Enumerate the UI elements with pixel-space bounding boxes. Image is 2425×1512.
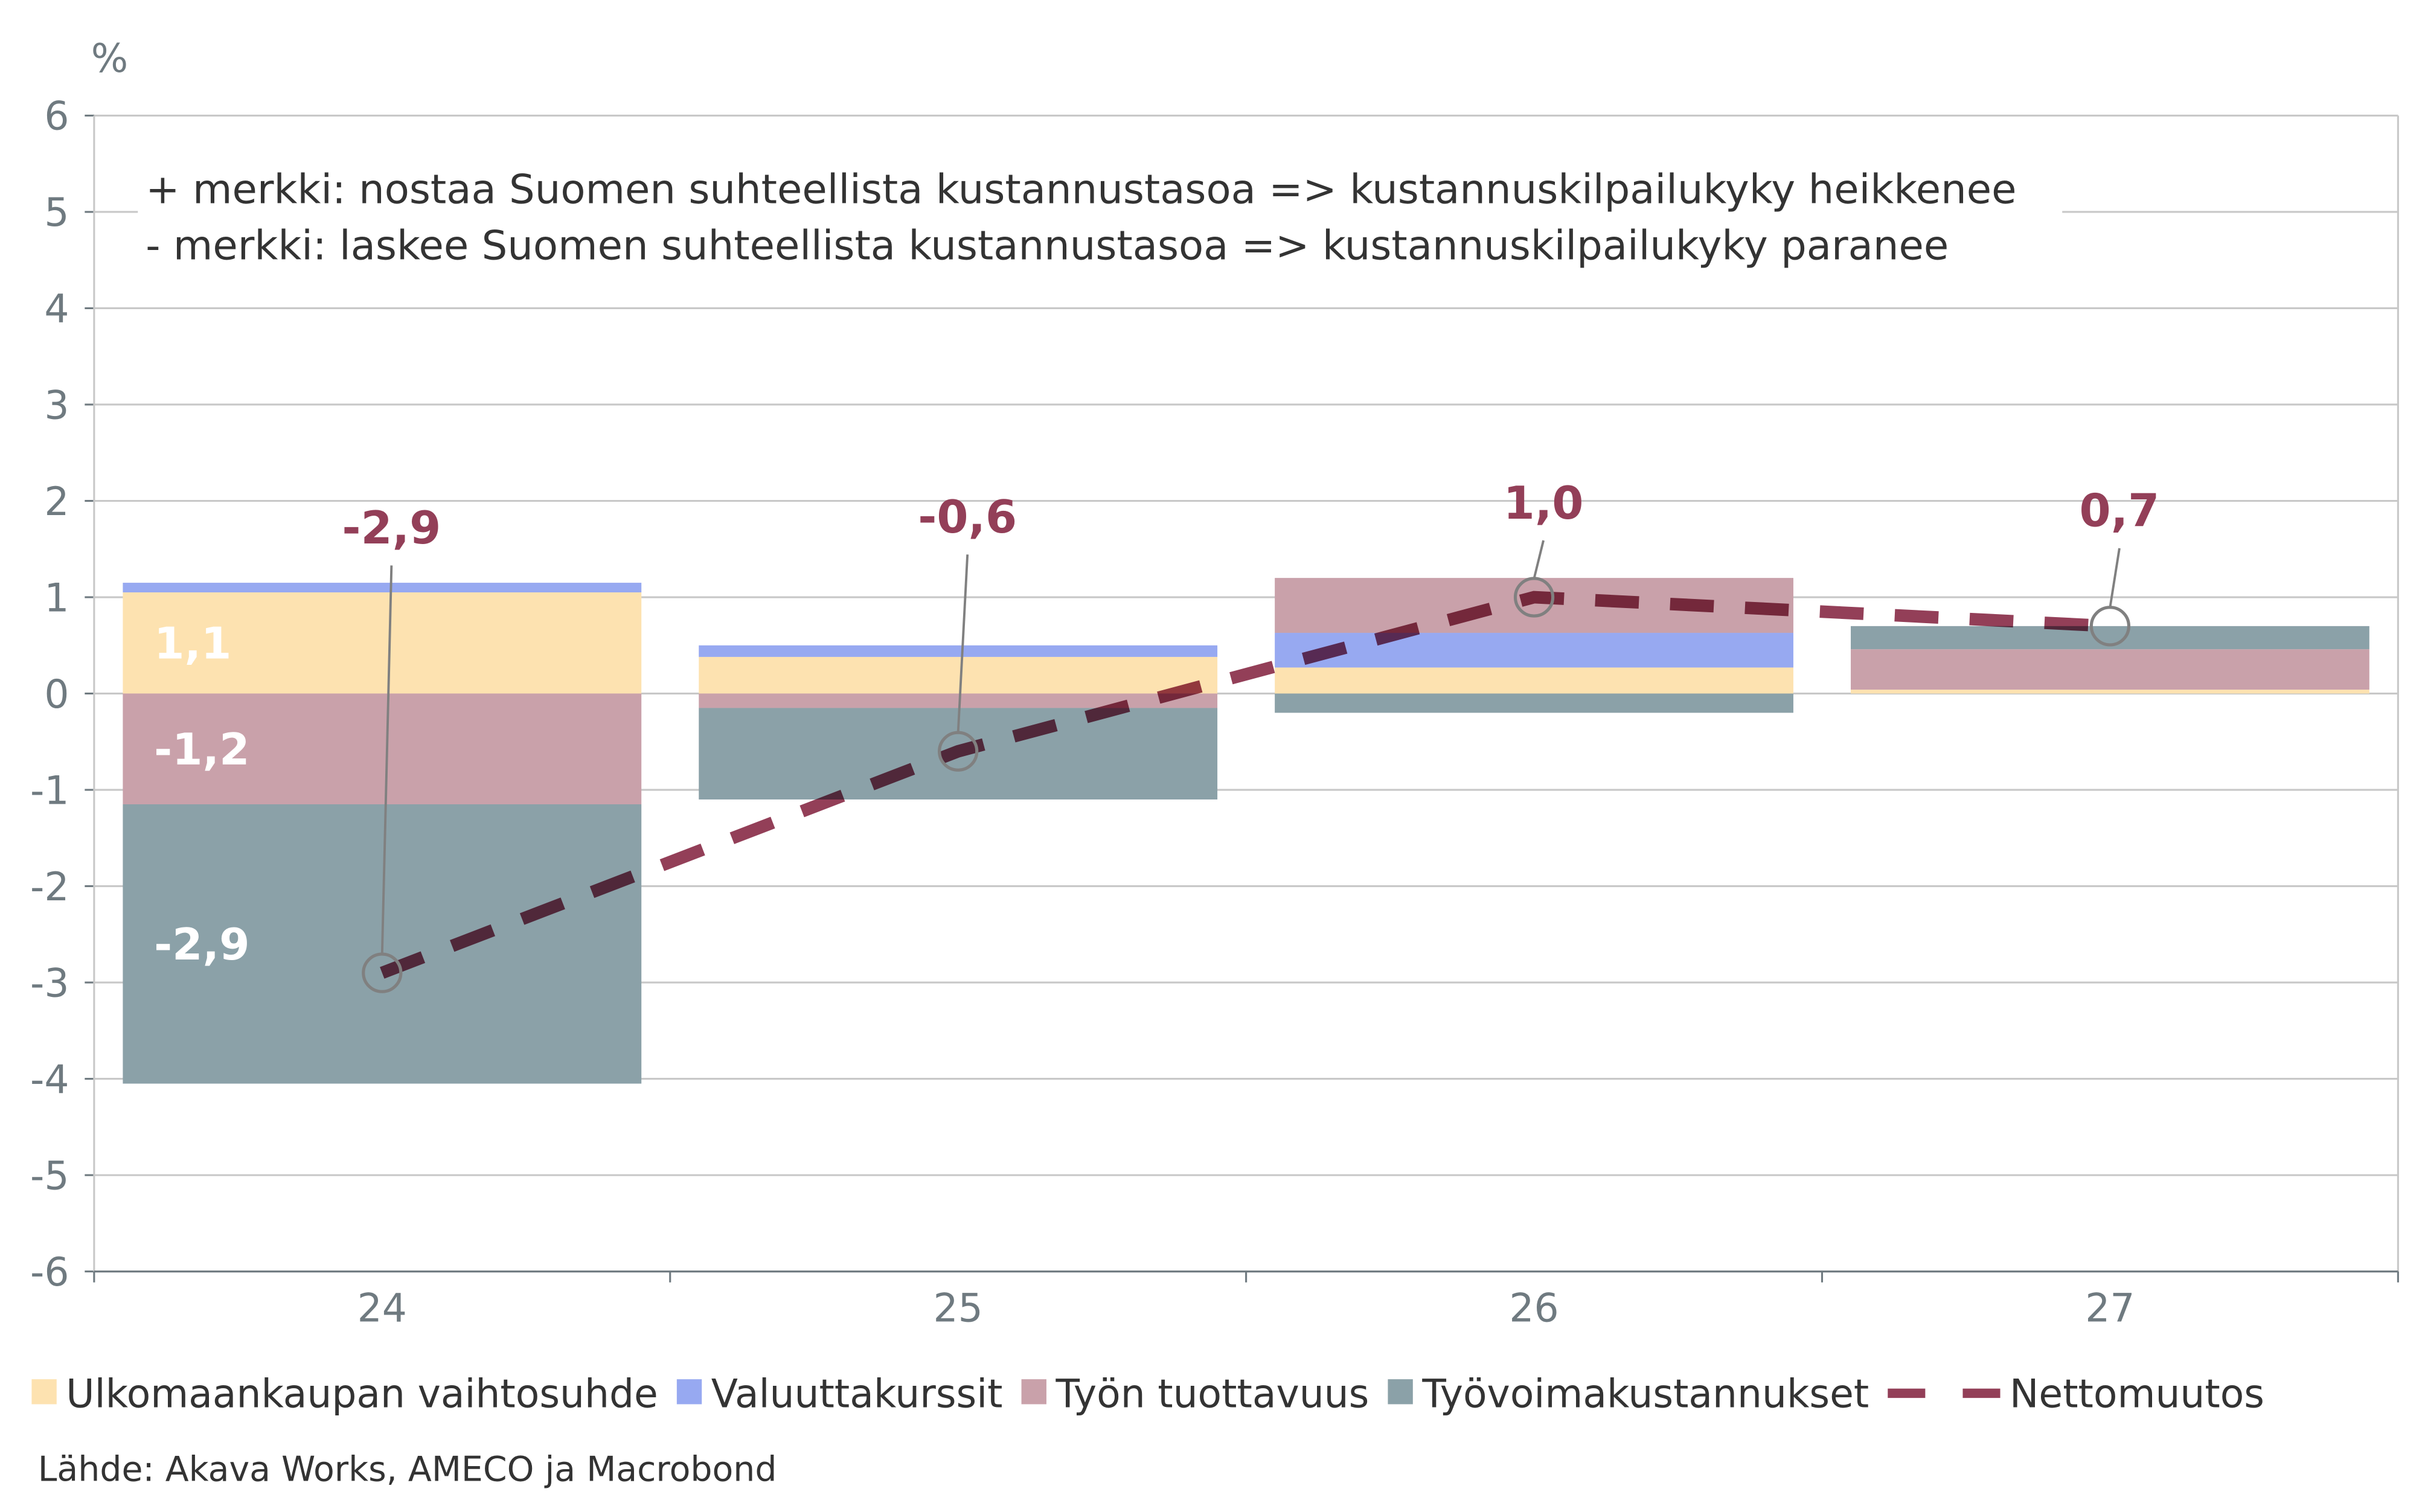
source-note: Lähde: Akava Works, AMECO ja Macrobond [38, 1449, 777, 1489]
legend-swatch [31, 1379, 57, 1405]
y-tick-label: 4 [44, 287, 69, 332]
annotation-text: + merkki: nostaa Suomen suhteellista kus… [146, 165, 2016, 213]
y-tick-label: 1 [44, 575, 69, 621]
bar-segment [123, 693, 642, 804]
data-point-marker [362, 952, 403, 993]
data-point-marker [1513, 577, 1555, 618]
y-tick-label: 6 [44, 94, 69, 139]
legend-label: Työvoimakustannukset [1421, 1372, 1869, 1417]
data-point-marker [938, 731, 979, 772]
net-change-line [380, 591, 2110, 979]
legend-swatch [1388, 1379, 1413, 1405]
callout-leader-line [380, 565, 393, 955]
y-tick-label: 2 [44, 479, 69, 525]
legend-label: Valuuttakurssit [711, 1372, 1003, 1417]
y-tick-label: -3 [30, 961, 69, 1006]
bar-segment [699, 693, 1218, 708]
y-tick-label: 5 [44, 190, 69, 235]
x-tick-label: 24 [357, 1286, 407, 1331]
y-tick-label: -2 [30, 865, 69, 910]
x-tick-label: 26 [1509, 1286, 1558, 1331]
bar-segment [123, 592, 642, 694]
legend-label: Ulkomaankaupan vaihtosuhde [66, 1372, 658, 1417]
bar-segment [123, 583, 642, 593]
net-change-label: 1,0 [1504, 476, 1584, 530]
legend-label: Nettomuutos [2010, 1372, 2264, 1417]
y-tick-label: 3 [44, 383, 69, 428]
bar-segment [699, 645, 1218, 657]
y-tick-label: -5 [30, 1153, 69, 1199]
bar-segment [1275, 578, 1793, 633]
annotation-text: - merkki: laskee Suomen suhteellista kus… [146, 222, 1949, 269]
bar-segment [699, 656, 1218, 694]
x-tick-label: 25 [934, 1286, 983, 1331]
y-tick-label: 0 [44, 672, 69, 717]
legend-label: Työn tuottavuus [1055, 1372, 1369, 1417]
x-tick-label: 27 [2085, 1286, 2135, 1331]
legend-swatch [1021, 1379, 1046, 1405]
y-tick-label: -1 [30, 768, 69, 813]
bar-segment [1851, 649, 2369, 690]
net-change-label: -2,9 [342, 501, 441, 554]
y-tick-label: -4 [30, 1057, 69, 1103]
callout-leader-line [956, 554, 969, 733]
callout-leader-line [1533, 540, 1545, 579]
y-axis-unit-label: % [91, 36, 128, 82]
segment-data-label: 1,1 [154, 619, 231, 670]
segment-data-label: -2,9 [154, 920, 249, 970]
y-tick-label: -6 [30, 1250, 69, 1295]
bar-segment [1275, 633, 1793, 668]
callout-leader-line [2109, 548, 2121, 608]
data-point-marker [2089, 606, 2131, 647]
legend-swatch [676, 1379, 702, 1405]
annotation-background [138, 156, 2063, 281]
bar-segment [1851, 690, 2369, 694]
net-change-label: 0,7 [2080, 484, 2160, 537]
bar-segment [1275, 693, 1793, 713]
bar-segment [1275, 667, 1793, 694]
segment-data-label: -1,2 [154, 725, 249, 775]
net-change-label: -0,6 [918, 490, 1017, 543]
